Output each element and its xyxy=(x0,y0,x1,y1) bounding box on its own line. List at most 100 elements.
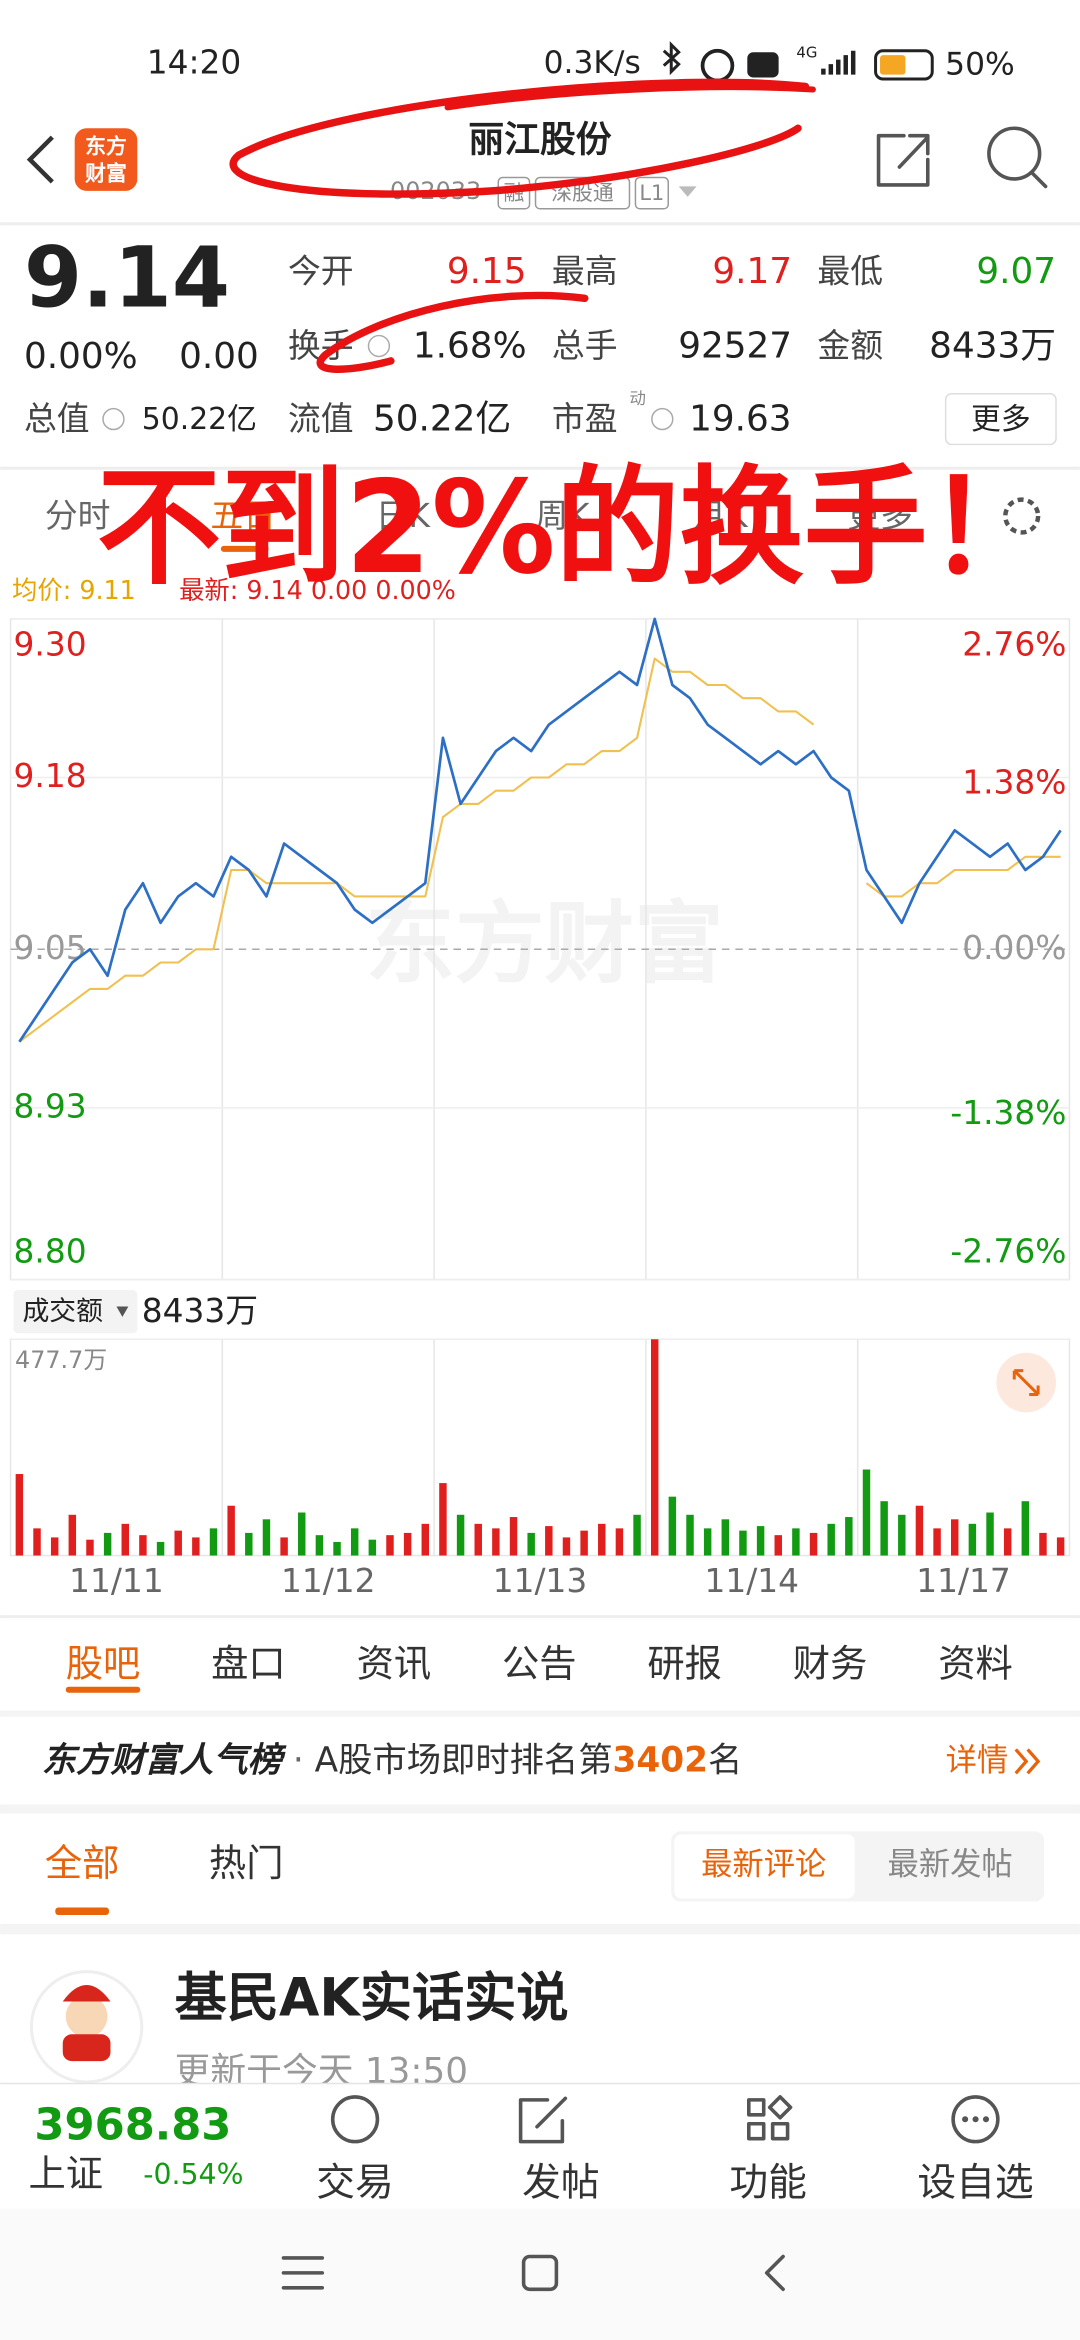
volume-bar xyxy=(156,1541,165,1556)
share-button[interactable] xyxy=(876,133,930,187)
volume-bar xyxy=(739,1530,747,1556)
nav-item[interactable]: 交易 xyxy=(316,2160,394,2205)
info-icon[interactable] xyxy=(102,407,125,431)
search-handle xyxy=(1030,171,1048,189)
volume-selector[interactable] xyxy=(13,1290,138,1334)
volume-bar xyxy=(951,1519,959,1556)
rank-title: 东方财富人气榜 xyxy=(42,1740,287,1780)
section-tab[interactable]: 财务 xyxy=(793,1641,868,1685)
rank-link[interactable]: 详情 xyxy=(946,1742,1009,1778)
chart-tab[interactable]: 周K xyxy=(535,497,591,535)
volume-bar xyxy=(527,1532,535,1556)
volume-bar xyxy=(262,1519,271,1556)
x-tick-label: 11/12 xyxy=(281,1562,376,1600)
feed-tab[interactable]: 全部 xyxy=(45,1841,120,1885)
field-label: 今开 xyxy=(288,252,354,290)
section-tabs: 股吧 盘口 资讯 公告 研报 财务 资料 xyxy=(65,1641,1013,1693)
post-author[interactable]: 基民AK实话实说 xyxy=(175,1968,569,2028)
section-tab[interactable]: 资讯 xyxy=(357,1641,432,1685)
field-label: 金额 xyxy=(817,327,883,365)
volume-bar xyxy=(68,1514,77,1556)
x-tick-label: 11/14 xyxy=(705,1562,800,1600)
menu-button[interactable] xyxy=(281,2256,325,2290)
volume-bar xyxy=(245,1532,253,1556)
x-tick-label: 11/13 xyxy=(493,1562,588,1600)
chart-tab[interactable]: 五日 xyxy=(210,497,276,535)
sort-selected xyxy=(674,1834,855,1899)
change-pct: 0.00% xyxy=(24,336,138,377)
nav-item[interactable]: 功能 xyxy=(729,2160,807,2205)
field-value: 19.63 xyxy=(689,399,791,440)
more-button[interactable] xyxy=(944,392,1057,446)
field-value: 92527 xyxy=(678,325,792,366)
section-tab[interactable]: 股吧 xyxy=(66,1641,141,1685)
tag-box xyxy=(634,176,670,210)
field-label: 最低 xyxy=(817,252,883,290)
y-tick-label: 8.80 xyxy=(14,1232,87,1270)
index-value[interactable]: 3968.83 xyxy=(34,2101,231,2151)
y2-tick-label: -2.76% xyxy=(950,1232,1066,1270)
field-label: 流值 xyxy=(288,400,354,438)
volume-bar xyxy=(915,1505,924,1556)
volume-bar xyxy=(545,1526,553,1556)
chart-tab[interactable]: 日K xyxy=(376,497,432,535)
sort-button[interactable]: 最新评论 xyxy=(701,1847,826,1883)
rank-suffix: 名 xyxy=(708,1740,742,1780)
settings-button[interactable] xyxy=(1003,497,1041,535)
volume-bar xyxy=(33,1528,41,1556)
info-icon[interactable] xyxy=(367,334,391,358)
chart-tabs: 分时 五日 日K 周K 月K 更多 xyxy=(45,497,1041,552)
volume-bar xyxy=(615,1528,624,1556)
battery-icon xyxy=(874,49,934,81)
volume-bar xyxy=(298,1512,306,1556)
rank-dot: · xyxy=(293,1740,304,1780)
rank-row: 东方财富人气榜 · A股市场即时排名第3402名 xyxy=(42,1740,742,1780)
volume-bar xyxy=(439,1483,447,1556)
dropdown-arrow[interactable] xyxy=(678,186,697,197)
back-button[interactable] xyxy=(26,135,54,184)
link-chevrons xyxy=(1014,1748,1041,1775)
price-chart: 均价: 9.11 最新: 9.14 0.00 0.00% 东方财富 9.30 9.… xyxy=(9,575,1071,1281)
y-tick-label: 9.30 xyxy=(14,625,87,663)
info-icon[interactable] xyxy=(651,407,674,431)
volume-bar xyxy=(139,1535,147,1556)
rank-number: 3402 xyxy=(613,1740,708,1780)
y2-tick-label: 2.76% xyxy=(962,625,1066,663)
nav-item[interactable]: 设自选 xyxy=(917,2160,1033,2205)
nav-item[interactable]: 发帖 xyxy=(522,2160,600,2205)
field-value: 9.07 xyxy=(976,251,1056,292)
chart-tab[interactable]: 月K xyxy=(693,497,749,535)
section-tab[interactable]: 公告 xyxy=(502,1641,577,1685)
section-tab[interactable]: 研报 xyxy=(647,1641,722,1685)
volume-bar xyxy=(633,1514,641,1556)
volume-bar xyxy=(703,1528,712,1556)
volume-bar xyxy=(898,1514,906,1556)
search-button[interactable] xyxy=(987,126,1042,181)
home-button[interactable] xyxy=(521,2254,559,2292)
section-tab[interactable]: 盘口 xyxy=(211,1641,286,1685)
back-nav-button[interactable] xyxy=(764,2254,785,2292)
feed-tab[interactable]: 热门 xyxy=(209,1841,284,1885)
volume-bar xyxy=(86,1539,94,1556)
sort-button[interactable]: 最新发帖 xyxy=(888,1847,1013,1883)
chart-tab[interactable]: 更多 xyxy=(847,497,913,535)
function-icon xyxy=(747,2095,793,2141)
network-speed: 0.3K/s xyxy=(544,45,641,81)
volume-bar xyxy=(15,1474,24,1556)
volume-bar xyxy=(386,1535,394,1556)
hand-drawn-ellipse xyxy=(229,78,810,198)
volume-bar xyxy=(474,1523,482,1556)
volume-bar xyxy=(792,1528,800,1556)
chart-tab[interactable]: 分时 xyxy=(45,497,111,535)
volume-bar xyxy=(1056,1537,1065,1556)
volume-bar xyxy=(721,1519,730,1556)
section-tab[interactable]: 资料 xyxy=(938,1641,1013,1685)
bottom-bar xyxy=(0,2083,1080,2209)
divider xyxy=(0,1923,1080,1935)
volume-bar xyxy=(121,1523,129,1556)
field-value: 9.17 xyxy=(712,251,792,292)
watermark: 东方财富 xyxy=(366,892,724,996)
volume-bar xyxy=(880,1501,888,1556)
volume-bar xyxy=(333,1541,341,1556)
